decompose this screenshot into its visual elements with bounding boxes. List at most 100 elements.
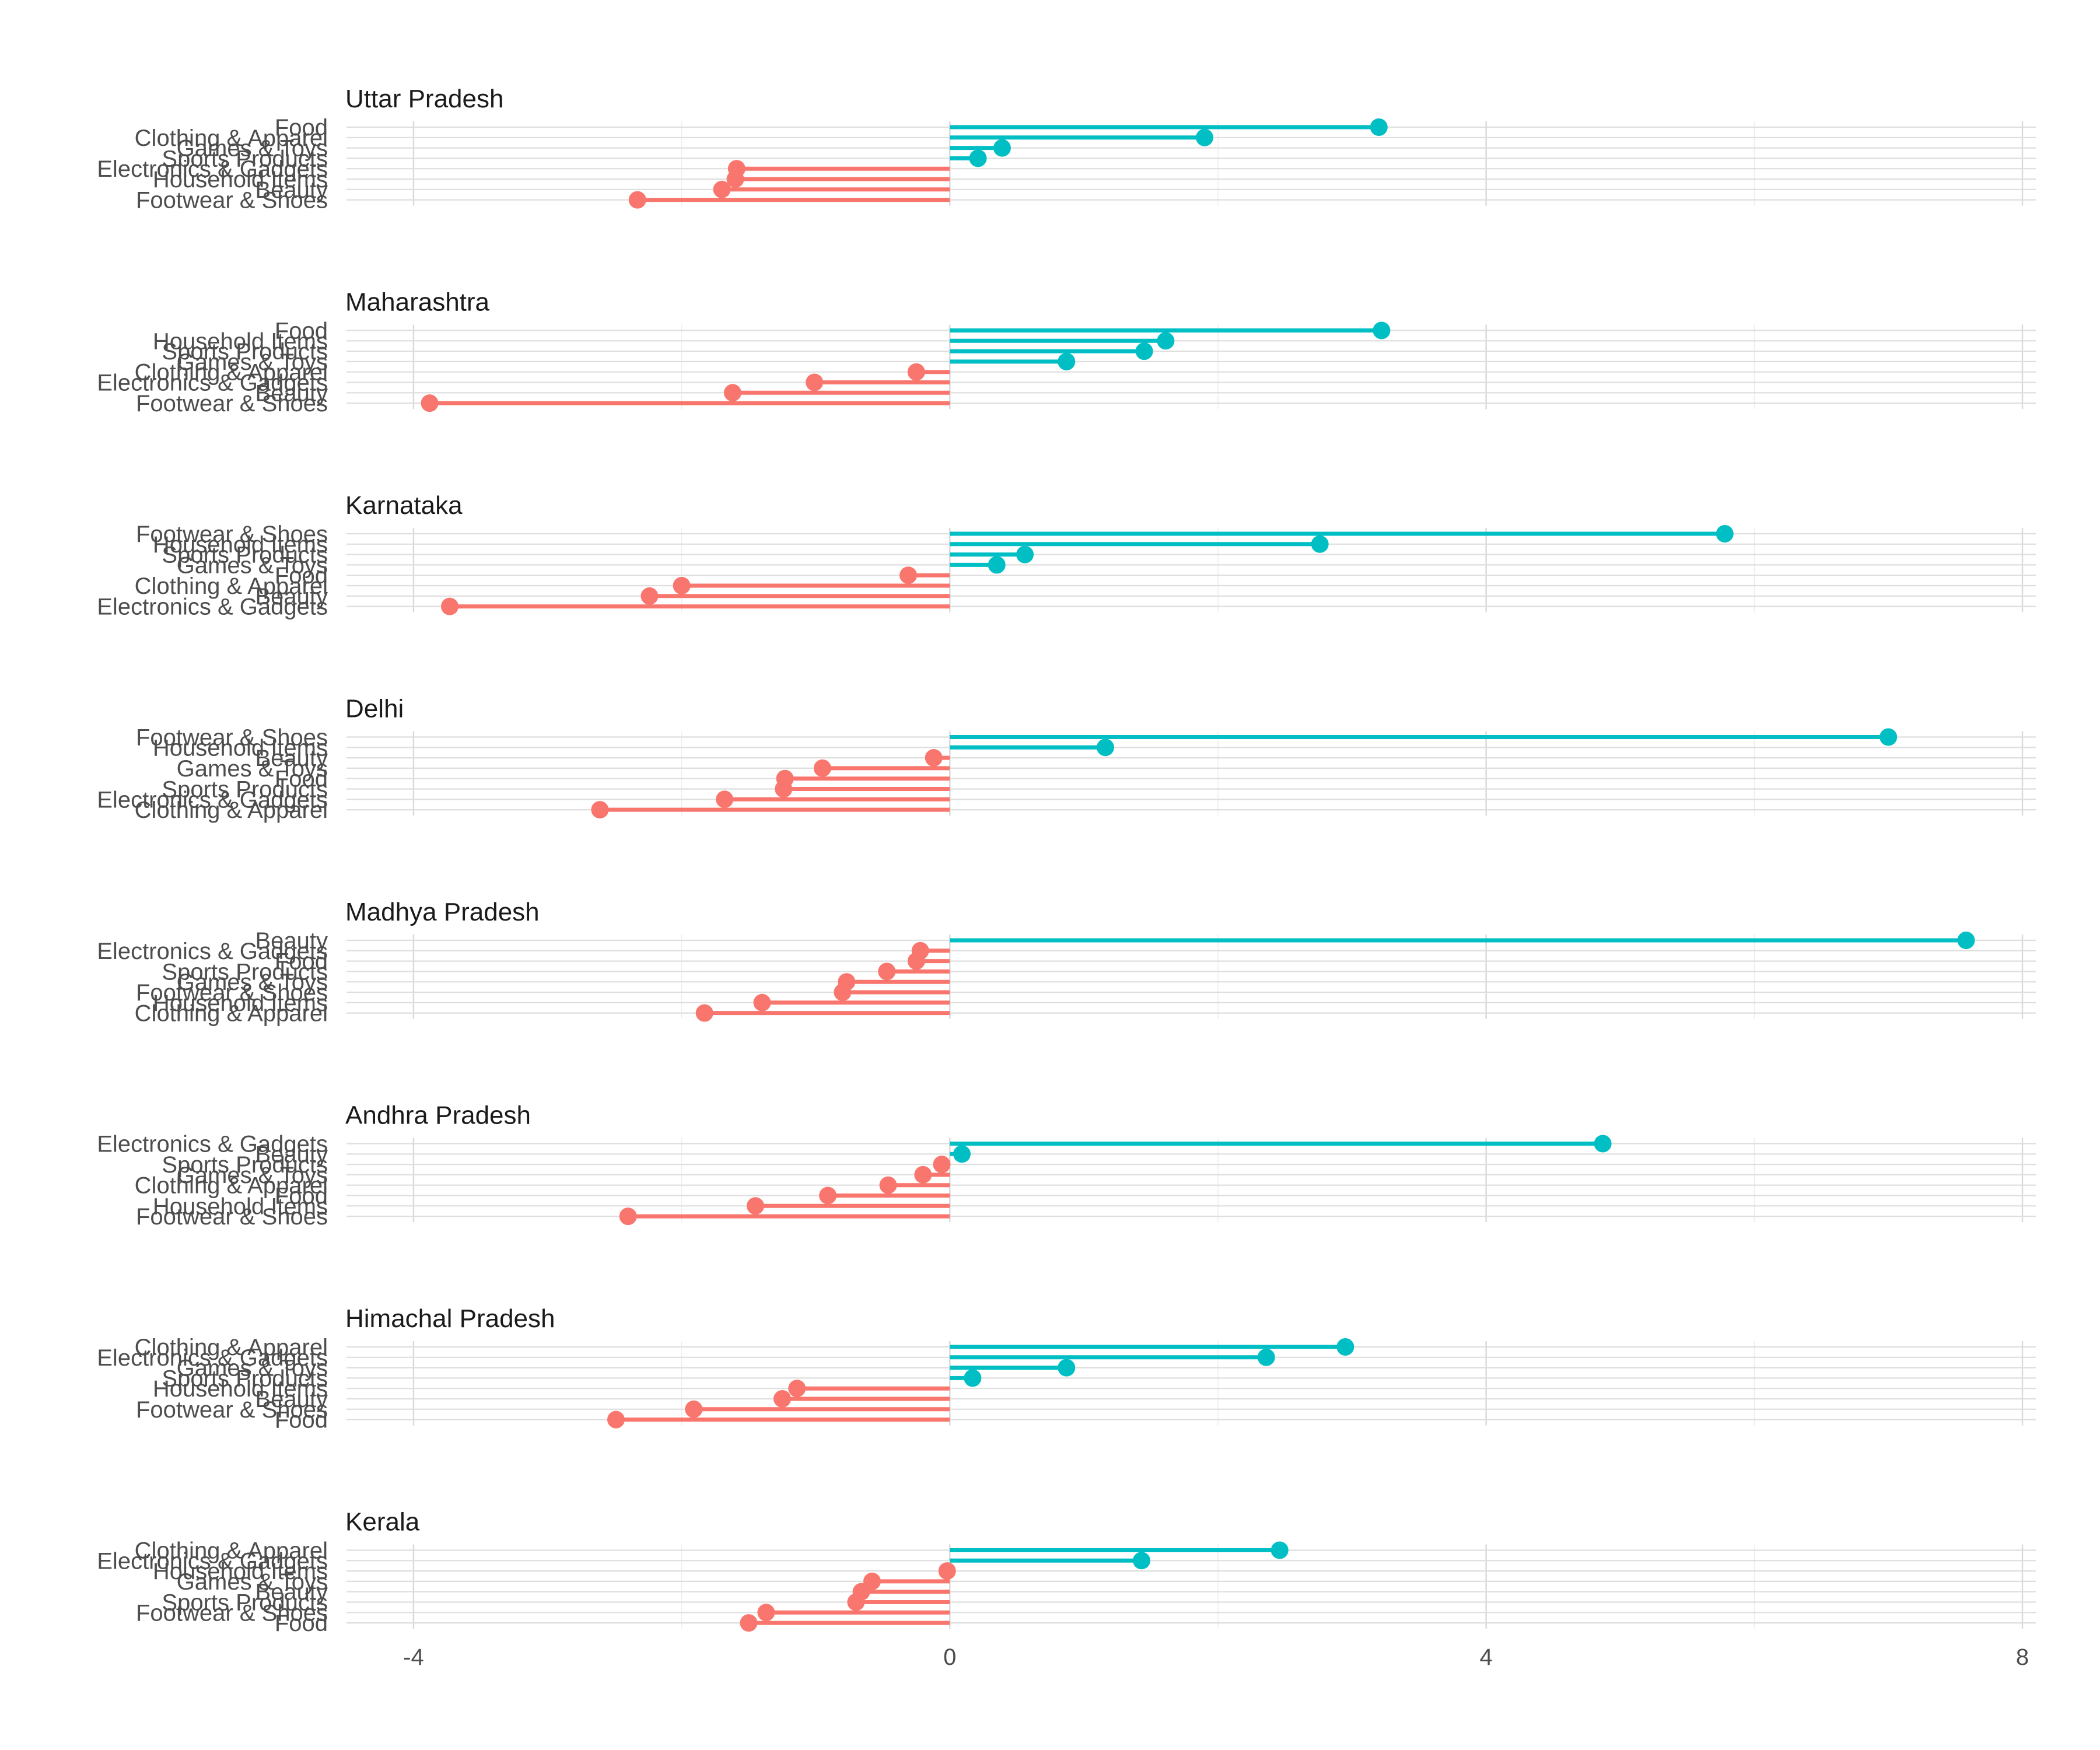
lollipop-point (813, 759, 831, 777)
category-label: Household Items (153, 167, 328, 192)
category-label: Household Items (153, 328, 328, 354)
category-label: Sports Products (162, 1152, 328, 1178)
lollipop-point (907, 952, 925, 970)
lollipop-point (878, 963, 896, 981)
lollipop-point (723, 384, 741, 402)
lollipop-point (747, 1197, 765, 1215)
category-label: Household Items (153, 1194, 328, 1219)
category-label: Footwear & Shoes (136, 1397, 328, 1423)
panel-6: Himachal Pradesh Clothing & ApparelElectr… (97, 1304, 2036, 1433)
category-label: Games & Toys (177, 349, 328, 375)
category-label: Clothing & Apparel (135, 573, 328, 599)
lollipop-point (969, 149, 987, 167)
panel-title: Delhi (345, 695, 404, 723)
lollipop-point (1270, 1541, 1289, 1559)
lollipop-point (1336, 1338, 1354, 1356)
category-label: Footwear & Shoes (136, 725, 328, 751)
category-label: Food (275, 1408, 328, 1433)
category-label: Beauty (255, 928, 328, 954)
x-tick-label: 0 (943, 1644, 956, 1670)
category-label: Footwear & Shoes (136, 391, 328, 416)
lollipop-point (1058, 1359, 1076, 1377)
lollipop-point (591, 801, 609, 819)
category-label: Games & Toys (177, 756, 328, 782)
category-label: Electronics & Gadgets (97, 787, 328, 813)
panel-5: Andhra Pradesh Electronics & GadgetsBeaut… (97, 1101, 2036, 1230)
category-label: Household Items (153, 1376, 328, 1402)
panel-title: Maharashtra (345, 288, 490, 317)
x-tick-label: 8 (2016, 1644, 2029, 1670)
category-label: Food (275, 563, 328, 589)
category-label: Sports Products (162, 542, 328, 568)
panel-title: Uttar Pradesh (345, 85, 503, 113)
category-label: Clothing & Apparel (135, 360, 328, 386)
category-label: Household Items (153, 532, 328, 558)
lollipop-point (1016, 545, 1034, 564)
lollipop-point (953, 1145, 971, 1163)
lollipop-point (775, 780, 793, 798)
category-label: Electronics & Gadgets (97, 156, 328, 182)
lollipop-point (964, 1369, 982, 1387)
category-label: Food (275, 949, 328, 975)
category-label: Beauty (255, 177, 328, 203)
category-label: Household Items (153, 1559, 328, 1584)
category-label: Clothing & Apparel (135, 1538, 328, 1564)
category-label: Sports Products (162, 1590, 328, 1616)
lollipop-point (753, 993, 771, 1012)
category-label: Beauty (255, 380, 328, 406)
lollipop-point (628, 191, 646, 209)
lollipop-point (726, 170, 744, 188)
category-label: Games & Toys (177, 136, 328, 162)
panel-title: Karnataka (345, 491, 463, 520)
category-label: Games & Toys (177, 1569, 328, 1595)
lollipop-point (988, 556, 1006, 574)
lollipop-point (847, 1593, 865, 1611)
category-label: Sports Products (162, 339, 328, 365)
lollipop-point (993, 139, 1011, 157)
category-label: Sports Products (162, 959, 328, 985)
lollipop-point (1195, 128, 1213, 146)
lollipop-point (673, 577, 691, 594)
category-label: Electronics & Gadgets (97, 1548, 328, 1574)
lollipop-point (421, 394, 439, 412)
lollipop-point (1594, 1135, 1612, 1153)
category-label: Sports Products (162, 146, 328, 172)
lollipop-point (1096, 738, 1114, 757)
category-label: Footwear & Shoes (136, 188, 328, 214)
category-label: Footwear & Shoes (136, 1600, 328, 1626)
lollipop-point (900, 566, 918, 584)
category-label: Food (275, 1184, 328, 1209)
lollipop-point (1373, 321, 1391, 340)
lollipop-point (716, 790, 734, 808)
lollipop-point (819, 1186, 837, 1205)
category-label: Clothing & Apparel (135, 1335, 328, 1360)
category-label: Games & Toys (177, 1356, 328, 1381)
lollipop-point (607, 1410, 625, 1429)
category-label: Household Items (153, 991, 328, 1016)
lollipop-point (788, 1380, 806, 1398)
category-label: Sports Products (162, 777, 328, 803)
lollipop-point (1132, 1552, 1150, 1570)
category-label: Beauty (255, 1142, 328, 1167)
category-label: Clothing & Apparel (135, 1173, 328, 1199)
category-label: Games & Toys (177, 970, 328, 995)
lollipop-point (1157, 332, 1175, 350)
lollipop-point (695, 1004, 713, 1022)
lollipop-point (757, 1604, 775, 1622)
category-label: Beauty (255, 1580, 328, 1605)
lollipop-point (933, 1156, 951, 1174)
panel-title: Kerala (345, 1508, 420, 1536)
category-label: Food (275, 318, 328, 344)
lollipop-point (740, 1614, 758, 1632)
category-label: Games & Toys (177, 1163, 328, 1188)
category-label: Games & Toys (177, 552, 328, 578)
category-label: Sports Products (162, 1366, 328, 1391)
